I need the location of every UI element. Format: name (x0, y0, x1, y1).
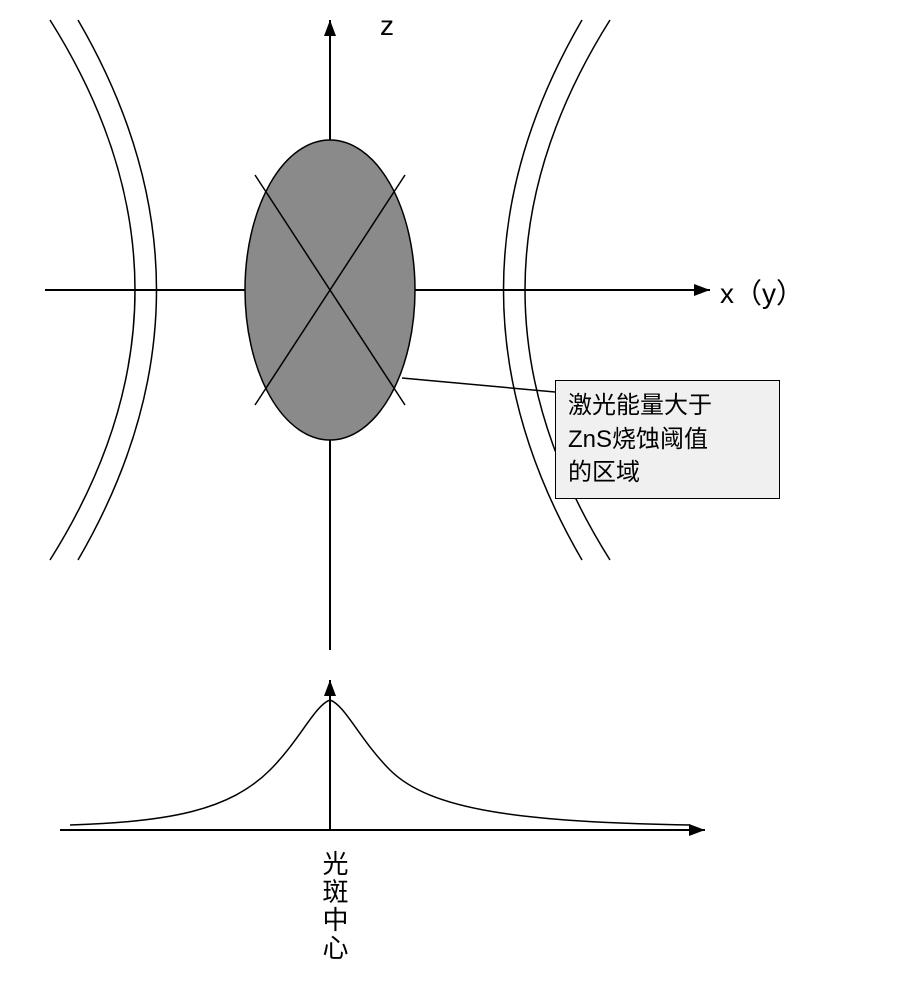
x-axis-label: x（y） (720, 272, 804, 312)
annotation-line2: ZnS烧蚀阈值 (568, 426, 708, 453)
diagram-container: z x（y） 激光能量大于 ZnS烧蚀阈值 的区域 光斑中心 (0, 0, 907, 1000)
diagram-svg (0, 0, 907, 1000)
spot-center-label: 光斑中心 (316, 850, 353, 962)
annotation-box: 激光能量大于 ZnS烧蚀阈值 的区域 (555, 380, 780, 499)
z-axis-label: z (380, 10, 394, 42)
annotation-leader (402, 378, 555, 392)
gaussian-curve (70, 700, 690, 825)
annotation-line1: 激光能量大于 (568, 392, 712, 419)
annotation-line3: 的区域 (568, 459, 640, 486)
